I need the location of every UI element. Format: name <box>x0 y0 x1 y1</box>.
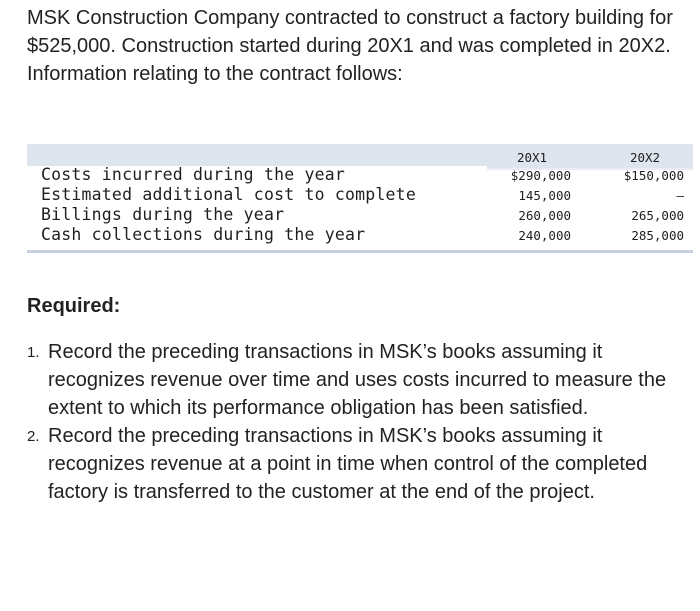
required-item-1: 1. Record the preceding transactions in … <box>27 338 687 422</box>
contract-data-table: 20X1 20X2 Costs incurred during the year… <box>27 144 693 256</box>
cell-estimated-additional-cost-20x1: 145,000 <box>518 188 571 203</box>
row-label-estimated-additional-cost: Estimated additional cost to complete <box>41 185 416 204</box>
row-label-billings: Billings during the year <box>41 205 285 224</box>
cell-cash-collections-20x1: 240,000 <box>518 228 571 243</box>
required-item-text: Record the preceding transactions in MSK… <box>48 341 667 419</box>
cell-cash-collections-20x2: 285,000 <box>631 228 684 243</box>
problem-intro: MSK Construction Company contracted to c… <box>27 7 673 85</box>
required-item-text: Record the preceding transactions in MSK… <box>48 425 648 503</box>
required-item-number: 2. <box>27 428 40 445</box>
cell-billings-20x1: 260,000 <box>518 208 571 223</box>
required-list: 1. Record the preceding transactions in … <box>27 338 687 506</box>
table-bottom-rule <box>27 250 693 253</box>
required-heading: Required: <box>27 295 121 317</box>
required-item-number: 1. <box>27 344 40 361</box>
cell-costs-incurred-20x1: $290,000 <box>510 168 571 183</box>
column-header-20x2: 20X2 <box>629 150 661 165</box>
cell-billings-20x2: 265,000 <box>631 208 684 223</box>
required-item-2: 2. Record the preceding transactions in … <box>27 422 687 506</box>
row-label-costs-incurred: Costs incurred during the year <box>41 165 346 184</box>
column-header-20x1: 20X1 <box>516 150 548 165</box>
cell-costs-incurred-20x2: $150,000 <box>623 168 684 183</box>
table-header-band <box>27 144 693 248</box>
cell-estimated-additional-cost-20x2: – <box>676 188 684 203</box>
row-label-cash-collections: Cash collections during the year <box>41 225 366 244</box>
